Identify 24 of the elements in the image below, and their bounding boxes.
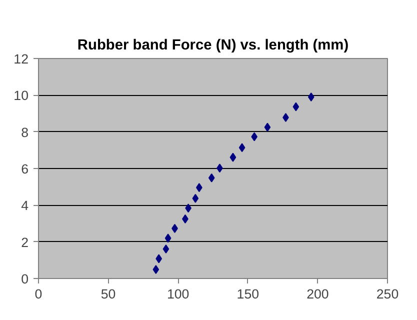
point: [208, 173, 215, 182]
x-tick-label: 200: [306, 286, 329, 302]
point: [292, 102, 300, 112]
point: [162, 244, 170, 254]
point: [230, 152, 236, 162]
y-tick-label: 0: [21, 272, 29, 286]
x-tick-label: 150: [236, 286, 260, 302]
y-tick-label: 12: [14, 52, 29, 66]
x-tick-label: 250: [376, 286, 399, 302]
x-tick-label: 0: [34, 286, 42, 302]
point: [192, 194, 199, 203]
y-tick-label: 6: [21, 162, 29, 176]
y-tick-label: 4: [21, 198, 30, 214]
point: [164, 234, 172, 243]
y-tick-label: 10: [14, 88, 29, 104]
chart-title: Rubber band Force (N) vs. length (mm): [77, 38, 349, 54]
x-tick-label: 50: [100, 286, 116, 302]
point: [152, 265, 160, 274]
point: [238, 143, 246, 152]
point: [308, 92, 314, 102]
point: [264, 122, 271, 132]
x-tick-label: 100: [166, 286, 190, 302]
y-tick-label: 8: [21, 124, 29, 140]
y-tick-label: 2: [21, 234, 29, 250]
